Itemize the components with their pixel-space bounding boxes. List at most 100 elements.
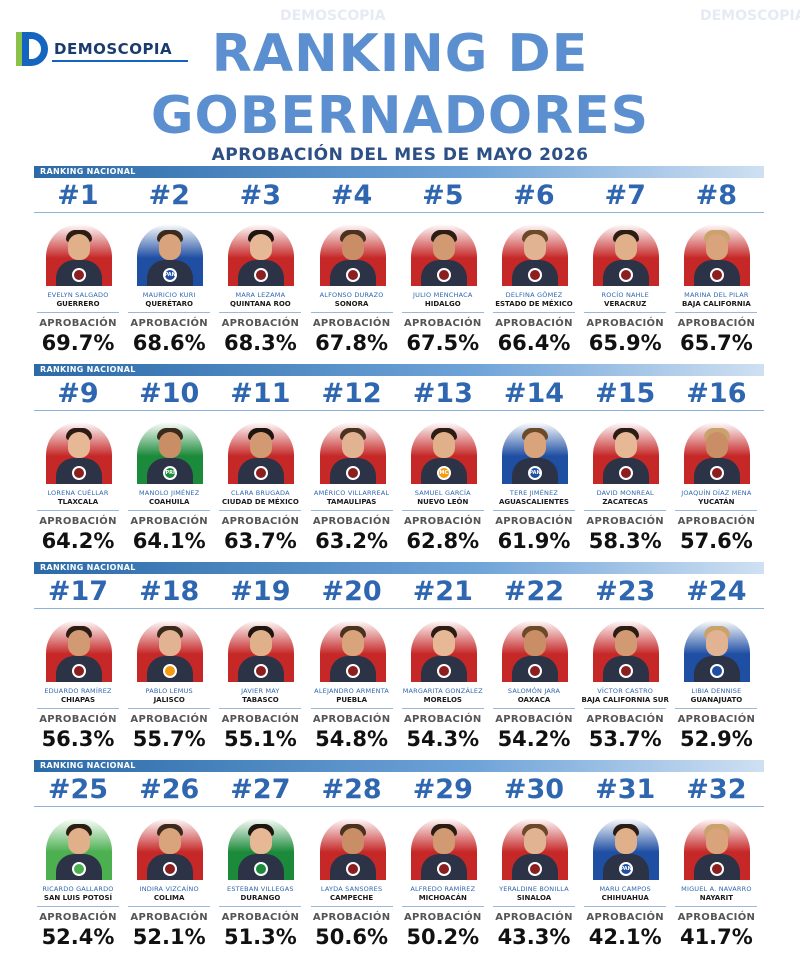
- rank-number: #5: [422, 180, 464, 211]
- morena-party-icon: [72, 268, 86, 282]
- face-shape: [615, 234, 638, 260]
- governor-photo: [593, 620, 660, 682]
- morena-party-icon: [345, 466, 360, 480]
- approval-label: APROBACIÓN: [130, 318, 208, 329]
- rank-number: #14: [503, 378, 565, 409]
- rank-number: #28: [321, 774, 382, 805]
- card-divider: [219, 906, 302, 907]
- governor-state: TAMAULIPAS: [326, 498, 377, 506]
- governor-state: NUEVO LEÓN: [417, 498, 469, 506]
- approval-percentage: 61.9%: [497, 529, 571, 553]
- governor-state: ZACATECAS: [602, 498, 649, 506]
- approval-percentage: 50.2%: [406, 925, 480, 949]
- governor-card: #12 AMÉRICO VILLARREAL TAMAULIPAS APROBACIÓ…: [307, 378, 397, 568]
- governor-card: #24 LIBIA DENNISE GUANAJUATO APROBACIÓN 52.9…: [671, 576, 761, 766]
- rank-number: #12: [321, 378, 382, 409]
- governor-card: #18 PABLO LEMUS JALISCO APROBACIÓN 55.7%: [124, 576, 214, 766]
- approval-percentage: 43.3%: [497, 925, 571, 949]
- morena-party-icon: [436, 664, 451, 678]
- morena-party-icon: [619, 268, 634, 282]
- card-divider: [128, 906, 211, 907]
- face-shape: [706, 432, 729, 458]
- card-divider: [584, 312, 667, 313]
- brand-name: DEMOSCOPIA: [54, 40, 173, 58]
- governor-state: CIUDAD DE MÉXICO: [222, 498, 299, 506]
- governor-state: MICHOACÁN: [418, 894, 467, 902]
- face-shape: [341, 234, 364, 260]
- rank-number: #21: [412, 576, 473, 607]
- rank-number: #17: [47, 576, 109, 607]
- governor-card: #6 DELFINA GÓMEZ ESTADO DE MÉXICO APROBACIÓ…: [489, 180, 579, 370]
- approval-percentage: 65.9%: [588, 331, 662, 355]
- page-subtitle: APROBACIÓN DEL MES DE MAYO 2026: [211, 145, 589, 165]
- governor-state: DURANGO: [240, 894, 281, 902]
- face-shape: [159, 630, 182, 656]
- governor-state: SAN LUIS POTOSÍ: [43, 894, 113, 902]
- card-divider: [37, 906, 119, 907]
- governor-state: BAJA CALIFORNIA: [681, 300, 751, 308]
- approval-label: APROBACIÓN: [495, 318, 573, 329]
- governor-photo: [46, 818, 112, 880]
- page-title-line1: RANKING DE: [211, 24, 589, 84]
- morena-party-icon: [345, 268, 360, 282]
- face-shape: [615, 432, 638, 458]
- governor-state: CHIHUAHUA: [601, 894, 649, 902]
- governor-state: TABASCO: [242, 696, 279, 704]
- rank-number: #25: [47, 774, 109, 805]
- face-shape: [615, 828, 638, 854]
- governor-state: TLAXCALA: [57, 498, 99, 506]
- card-divider: [675, 708, 758, 709]
- approval-label: APROBACIÓN: [404, 516, 482, 527]
- section-bar: [34, 562, 764, 574]
- rank-number: #11: [230, 378, 291, 409]
- approval-percentage: 55.7%: [132, 727, 206, 751]
- morena-party-icon: [710, 466, 725, 480]
- face-shape: [68, 828, 90, 854]
- governor-name: MARA LEZAMA: [235, 291, 286, 299]
- governor-name: MARGARITA GONZÁLEZ: [402, 687, 483, 695]
- rank-number: #30: [503, 774, 565, 805]
- morena-party-icon: [72, 664, 86, 678]
- morena-party-icon: [345, 862, 360, 876]
- approval-label: APROBACIÓN: [586, 318, 664, 329]
- approval-label: APROBACIÓN: [404, 318, 482, 329]
- rank-number: #13: [412, 378, 473, 409]
- governor-state: BAJA CALIFORNIA SUR: [581, 696, 669, 704]
- governor-name: SAMUEL GARCÍA: [414, 489, 471, 497]
- governor-card: #30 YERALDINE BONILLA SINALOA APROBACIÓN 43.…: [489, 774, 579, 964]
- face-shape: [341, 630, 364, 656]
- governor-photo: [502, 818, 568, 880]
- pvem-party-icon: [72, 862, 86, 876]
- demoscopia-logo-icon: [16, 32, 50, 66]
- governor-name: JULIO MENCHACA: [413, 291, 473, 299]
- governor-state: JALISCO: [153, 696, 185, 704]
- card-divider: [675, 906, 758, 907]
- approval-label: APROBACIÓN: [130, 516, 208, 527]
- approval-percentage: 64.2%: [41, 529, 115, 553]
- approval-label: APROBACIÓN: [404, 714, 482, 725]
- governor-photo: [228, 422, 295, 484]
- section-bar: [34, 166, 764, 178]
- governor-photo: PAN: [502, 422, 568, 484]
- section-label: RANKING NACIONAL: [40, 761, 136, 770]
- card-divider: [310, 708, 393, 709]
- governor-name: MAURICIO KURI: [142, 291, 196, 299]
- governor-card: #8 MARINA DEL PILAR BAJA CALIFORNIA APROBAC…: [671, 180, 761, 370]
- card-divider: [675, 312, 758, 313]
- card-divider: [219, 708, 302, 709]
- governor-name: DAVID MONREAL: [596, 489, 654, 497]
- governor-state: SINALOA: [516, 894, 552, 902]
- governor-name: RICARDO GALLARDO: [42, 885, 114, 893]
- section-divider: [34, 410, 764, 411]
- rank-number: #22: [503, 576, 565, 607]
- section-divider: [34, 608, 764, 609]
- governor-card: #15 DAVID MONREAL ZACATECAS APROBACIÓN 58.3%: [580, 378, 670, 568]
- rank-number: #32: [686, 774, 747, 805]
- card-divider: [401, 708, 484, 709]
- approval-percentage: 69.7%: [41, 331, 115, 355]
- approval-percentage: 67.5%: [406, 331, 480, 355]
- governor-card: #13 MC SAMUEL GARCÍA NUEVO LEÓN APROBACIÓN 62…: [398, 378, 488, 568]
- face-shape: [432, 828, 455, 854]
- face-shape: [615, 630, 638, 656]
- governor-photo: [228, 818, 295, 880]
